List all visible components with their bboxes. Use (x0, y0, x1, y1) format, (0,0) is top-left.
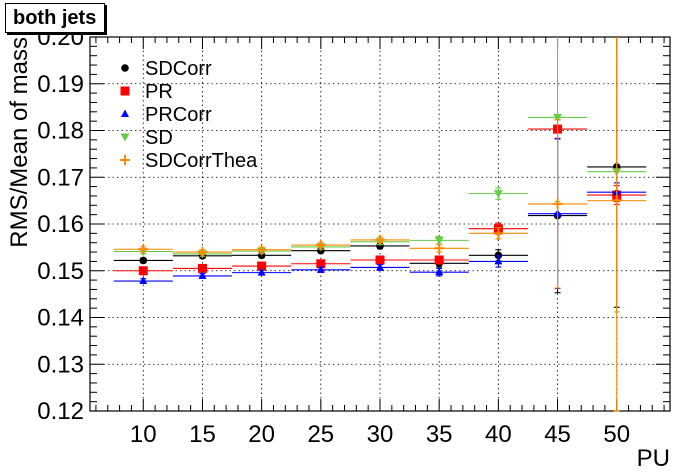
series-pr (113, 119, 647, 276)
data-point (256, 244, 267, 255)
y-tick-label: 0.12 (37, 398, 84, 425)
x-tick-label: 10 (130, 421, 157, 448)
x-tick-label: 15 (189, 421, 216, 448)
data-point (376, 262, 384, 271)
data-point (316, 265, 325, 273)
data-point (434, 255, 444, 265)
x-tick-label: 30 (367, 421, 394, 448)
data-point (315, 240, 326, 251)
y-tick-label: 0.14 (37, 305, 84, 332)
legend-marker (121, 64, 129, 72)
data-point (611, 195, 622, 206)
data-point (138, 266, 148, 276)
y-tick-label: 0.18 (37, 118, 84, 145)
grid-lines (90, 36, 670, 412)
y-tick-label: 0.15 (37, 258, 84, 285)
y-tick-label: 0.19 (37, 71, 84, 98)
y-tick-label: 0.16 (37, 211, 84, 238)
data-point (197, 247, 208, 258)
x-tick-label: 20 (248, 421, 275, 448)
data-point (494, 256, 503, 265)
error-bar (587, 37, 647, 412)
data-point (553, 113, 563, 122)
x-tick-label: 40 (485, 421, 512, 448)
data-point (552, 198, 563, 209)
data-point (435, 267, 444, 276)
legend-label: SD (145, 127, 173, 149)
y-axis-label: RMS/Mean of mass (6, 37, 33, 248)
data-point (434, 236, 444, 245)
data-point (434, 243, 445, 254)
chart-title: both jets (5, 3, 106, 33)
data-point (257, 268, 266, 276)
y-tick-label: 0.17 (37, 164, 84, 191)
y-tick-label: 0.13 (37, 351, 84, 378)
data-point (257, 261, 267, 271)
legend-label: SDCorrThea (145, 150, 258, 172)
data-point (138, 244, 149, 255)
data-point (493, 190, 503, 199)
x-axis-label: PU (637, 445, 670, 472)
data-point (316, 259, 326, 269)
x-tick-label: 45 (544, 421, 571, 448)
data-point (139, 256, 148, 265)
series-sdcorrthea (113, 37, 647, 412)
legend-marker (120, 86, 130, 96)
legend-label: PRCorr (145, 104, 212, 126)
data-point (375, 234, 385, 245)
x-tick-label: 50 (603, 421, 630, 448)
data-point (375, 255, 385, 265)
x-tick-label: 25 (307, 421, 334, 448)
legend-marker (120, 133, 130, 142)
legend-marker (121, 109, 129, 117)
data-point (139, 276, 148, 285)
legend-label: PR (145, 81, 173, 103)
data-point (493, 228, 504, 239)
data-point (198, 271, 207, 279)
x-tick-label: 35 (426, 421, 453, 448)
legend-marker (120, 155, 130, 165)
data-point (197, 263, 207, 273)
legend-label: SDCorr (145, 58, 212, 80)
axis-ticks (90, 36, 670, 412)
